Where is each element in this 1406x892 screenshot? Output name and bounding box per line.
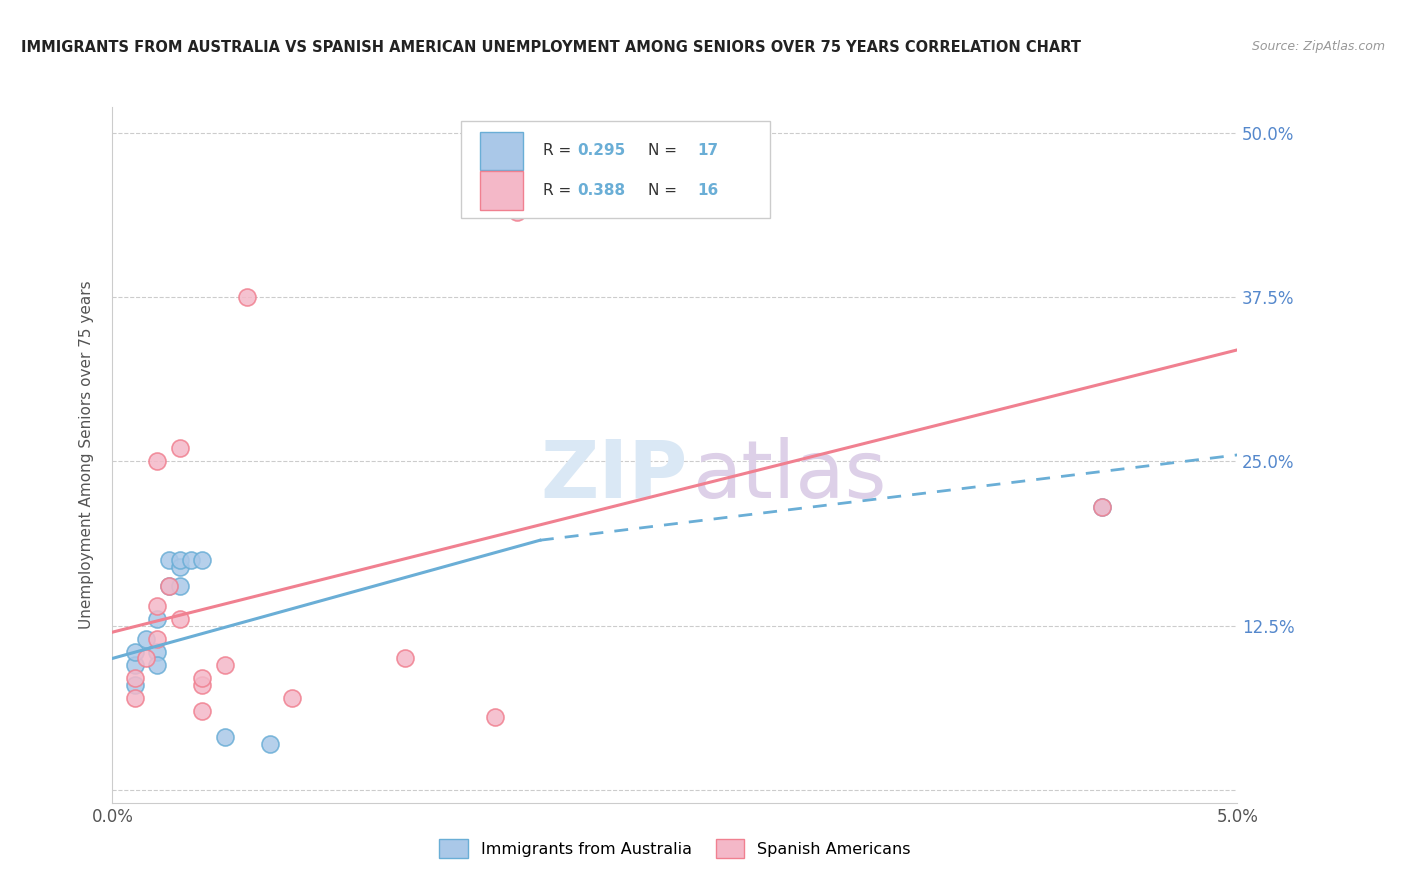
Bar <box>481 132 523 170</box>
Text: 17: 17 <box>697 144 718 159</box>
Text: N =: N = <box>648 183 682 198</box>
Point <box>146 454 169 468</box>
Point <box>146 632 169 646</box>
Point <box>281 690 304 705</box>
Point <box>124 645 146 659</box>
Text: ZIP: ZIP <box>540 437 688 515</box>
Point <box>259 737 281 751</box>
Point <box>169 579 191 593</box>
Text: N =: N = <box>648 144 682 159</box>
Point <box>135 651 157 665</box>
Point <box>124 678 146 692</box>
Point <box>169 559 191 574</box>
Text: Source: ZipAtlas.com: Source: ZipAtlas.com <box>1251 40 1385 54</box>
Point <box>169 553 191 567</box>
Point <box>169 442 191 456</box>
Text: 0.388: 0.388 <box>576 183 626 198</box>
Point <box>124 657 146 672</box>
Text: 0.295: 0.295 <box>576 144 626 159</box>
Point <box>394 651 416 665</box>
Point <box>191 704 214 718</box>
Point <box>135 632 157 646</box>
Point <box>157 579 180 593</box>
Point <box>214 657 236 672</box>
Text: IMMIGRANTS FROM AUSTRALIA VS SPANISH AMERICAN UNEMPLOYMENT AMONG SENIORS OVER 75: IMMIGRANTS FROM AUSTRALIA VS SPANISH AME… <box>21 40 1081 55</box>
Legend: Immigrants from Australia, Spanish Americans: Immigrants from Australia, Spanish Ameri… <box>433 832 917 864</box>
Point <box>191 671 214 685</box>
Text: R =: R = <box>543 183 576 198</box>
Point <box>236 290 259 304</box>
Point <box>484 710 506 724</box>
Point <box>146 599 169 613</box>
Point <box>191 678 214 692</box>
Point <box>596 166 619 180</box>
Point <box>157 579 180 593</box>
Point <box>506 205 529 219</box>
Point <box>214 730 236 744</box>
Point <box>146 645 169 659</box>
FancyBboxPatch shape <box>461 121 770 219</box>
Text: atlas: atlas <box>692 437 886 515</box>
Point <box>124 690 146 705</box>
Point <box>1091 500 1114 515</box>
Text: R =: R = <box>543 144 576 159</box>
Point <box>124 671 146 685</box>
Y-axis label: Unemployment Among Seniors over 75 years: Unemployment Among Seniors over 75 years <box>79 281 94 629</box>
Text: 16: 16 <box>697 183 718 198</box>
Point <box>1091 500 1114 515</box>
Point <box>191 553 214 567</box>
Point <box>146 657 169 672</box>
Point <box>169 612 191 626</box>
Point <box>146 612 169 626</box>
Point <box>157 553 180 567</box>
Point <box>180 553 202 567</box>
Bar <box>481 171 523 210</box>
